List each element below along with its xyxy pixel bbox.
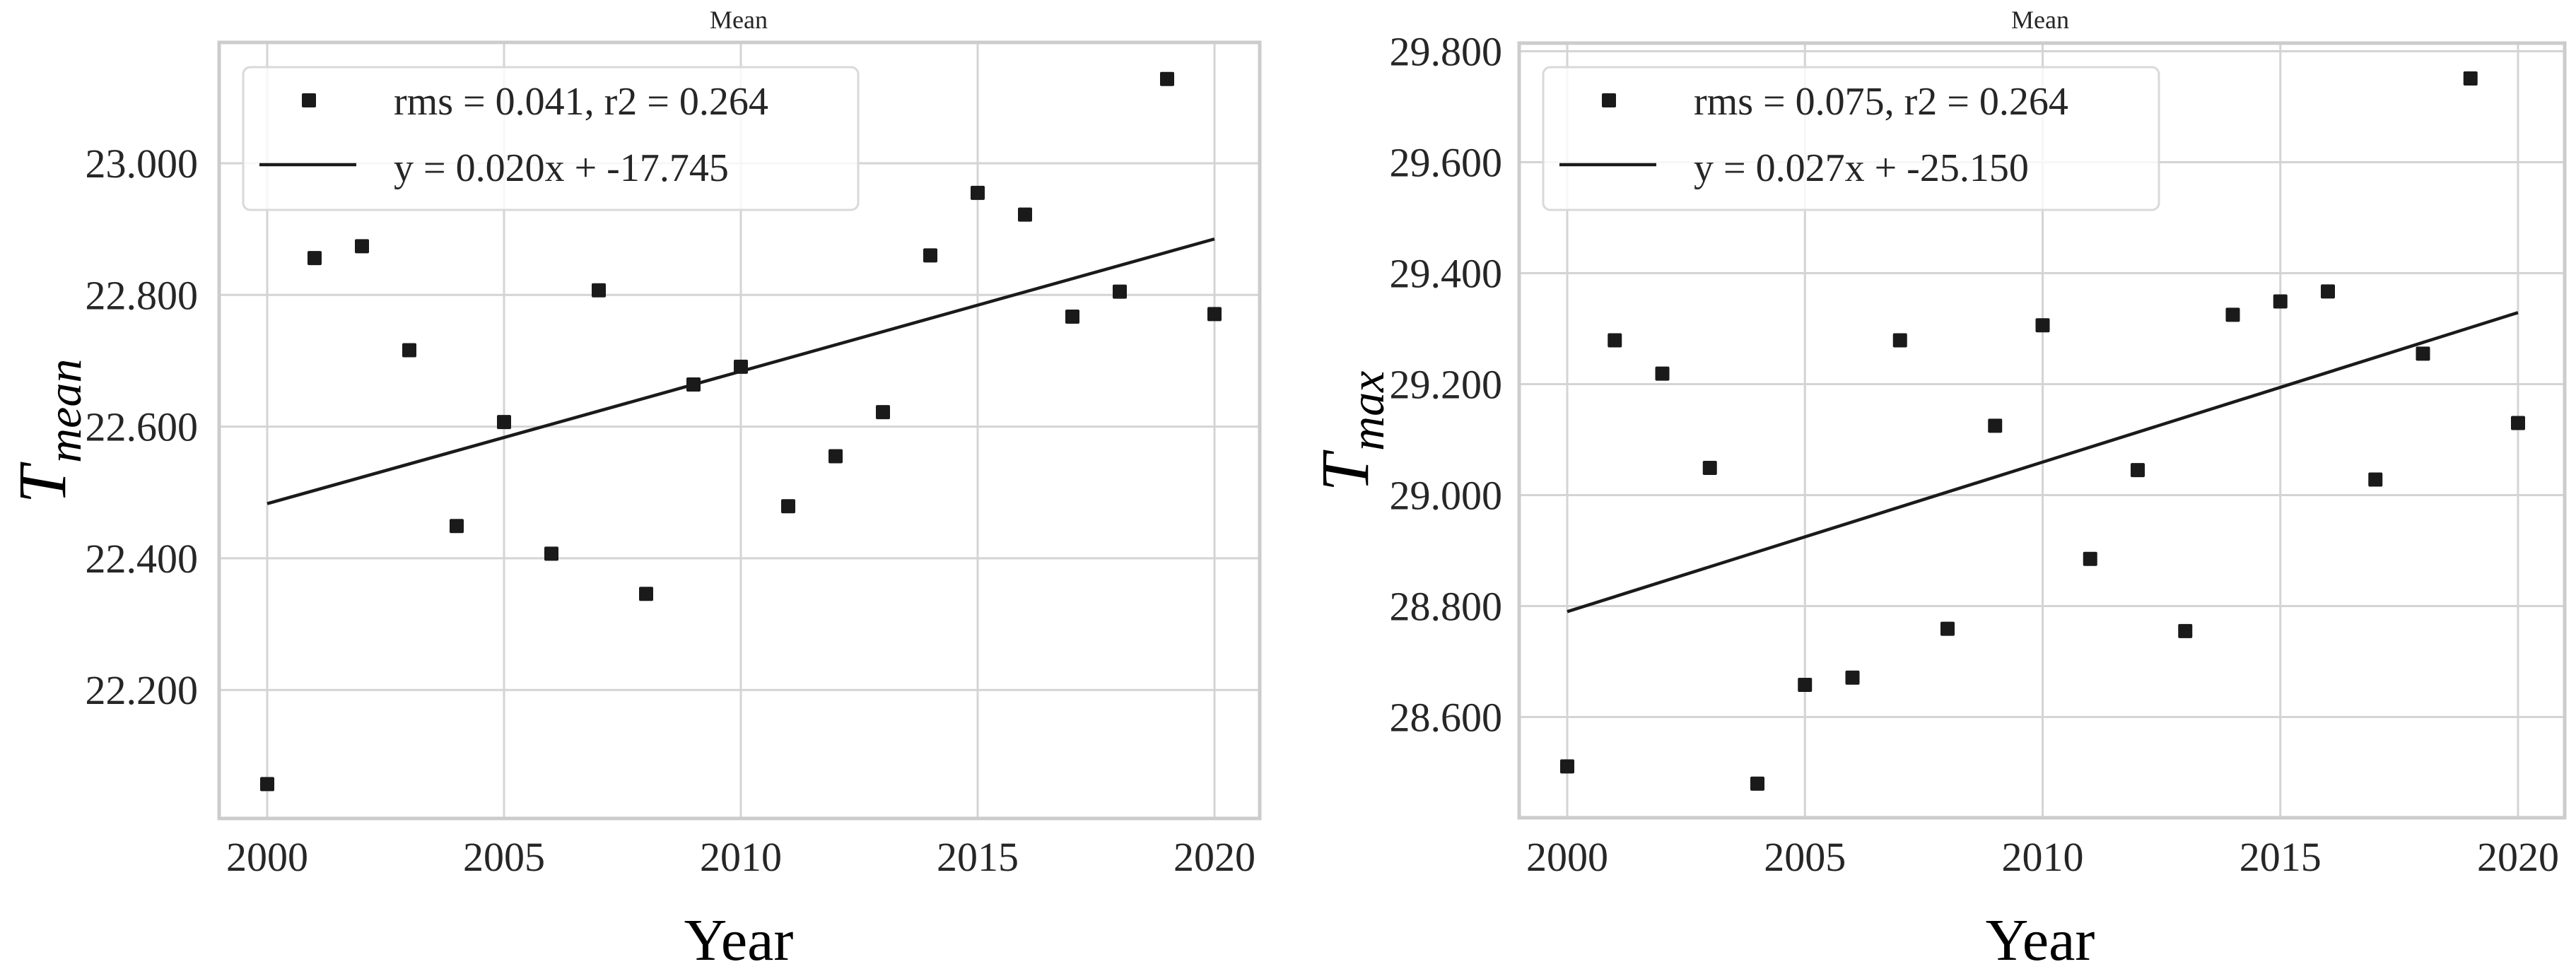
data-point-square-icon (1608, 333, 1622, 348)
legend-square-marker-icon (302, 93, 316, 107)
y-tick-label: 22.600 (86, 404, 199, 450)
data-point-square-icon (1940, 621, 1955, 636)
legend-box (242, 66, 860, 211)
data-point-square-icon (2273, 294, 2288, 309)
y-tick-label: 29.400 (1390, 251, 1503, 297)
legend-label-stats: rms = 0.041, r2 = 0.264 (394, 80, 768, 124)
data-point-square-icon (876, 405, 890, 420)
data-point-square-icon (2035, 318, 2050, 333)
legend-label-fit: y = 0.020x + -17.745 (394, 146, 729, 190)
x-tick-label: 2010 (2002, 834, 2084, 880)
data-point-square-icon (2225, 307, 2240, 322)
y-tick-labels: 22.200 22.400 22.600 22.800 23.000 (86, 141, 199, 713)
data-markers (1560, 71, 2525, 791)
data-point-square-icon (686, 377, 701, 392)
data-point-square-icon (781, 499, 795, 514)
data-point-square-icon (355, 239, 369, 254)
data-point-square-icon (1065, 310, 1079, 324)
chart-panel-tmean: Mean rms = 0.041, r2 = 0.264 y = 0.020x … (4, 6, 1262, 969)
data-point-square-icon (497, 415, 511, 430)
fit-line (1567, 311, 2519, 613)
x-tick-labels: 2000 2005 2010 2015 2020 (226, 834, 1255, 880)
y-axis-label-main: T (1307, 449, 1383, 491)
data-point-square-icon (1750, 776, 1764, 791)
y-axis-label-subscript: max (1340, 371, 1394, 451)
data-point-square-icon (2131, 463, 2145, 478)
x-tick-label: 2020 (1173, 834, 1255, 880)
legend: rms = 0.041, r2 = 0.264 y = 0.020x + -17… (242, 66, 860, 211)
y-axis-label-main: T (4, 461, 80, 503)
x-tick-label: 2005 (463, 834, 545, 880)
data-point-square-icon (1207, 307, 1222, 322)
data-point-square-icon (1988, 418, 2003, 433)
y-tick-label: 29.000 (1390, 473, 1503, 519)
legend-box (1542, 66, 2160, 211)
y-tick-label: 29.200 (1390, 362, 1503, 408)
axes-frame (1517, 41, 2567, 820)
axes-frame (217, 40, 1262, 821)
legend-label-stats: rms = 0.075, r2 = 0.264 (1694, 80, 2068, 124)
data-point-square-icon (2178, 623, 2193, 638)
data-point-square-icon (1702, 461, 1717, 476)
data-markers (260, 71, 1222, 792)
data-point-square-icon (308, 251, 322, 266)
data-point-square-icon (544, 546, 558, 561)
x-axis-label: Year (684, 908, 794, 966)
data-point-square-icon (2321, 284, 2335, 299)
x-tick-label: 2020 (2477, 834, 2559, 880)
y-axis-label: Tmax (1307, 371, 1394, 492)
data-point-square-icon (1160, 71, 1174, 86)
y-tick-label: 29.800 (1390, 29, 1503, 75)
x-tick-labels: 2000 2005 2010 2015 2020 (1526, 834, 2559, 880)
y-tick-label: 22.800 (86, 272, 199, 318)
chart-panel-tmax: Mean rms = 0.075, r2 = 0.264 y = 0.027x … (1307, 6, 2567, 969)
data-point-square-icon (450, 519, 464, 534)
data-point-square-icon (2083, 551, 2097, 566)
panel-title: Mean (2011, 6, 2069, 34)
data-point-square-icon (971, 185, 985, 200)
data-point-square-icon (2511, 416, 2525, 430)
data-point-square-icon (829, 449, 843, 464)
data-point-square-icon (2368, 472, 2383, 487)
data-point-square-icon (734, 359, 748, 374)
data-point-square-icon (592, 283, 606, 298)
y-tick-label: 22.200 (86, 667, 199, 713)
y-tick-label: 29.600 (1390, 140, 1503, 186)
x-tick-label: 2000 (226, 834, 308, 880)
legend: rms = 0.075, r2 = 0.264 y = 0.027x + -25… (1542, 66, 2160, 211)
data-point-square-icon (1892, 333, 1907, 348)
y-tick-label: 28.800 (1390, 584, 1503, 630)
x-tick-label: 2005 (1764, 834, 1846, 880)
y-tick-label: 28.600 (1390, 695, 1503, 741)
y-axis-label-subscript: mean (37, 359, 91, 463)
panel-title: Mean (710, 6, 768, 34)
regression-line (1567, 311, 2519, 613)
x-axis-label: Year (1986, 908, 2095, 966)
y-tick-labels: 28.600 28.800 29.000 29.200 29.400 29.600 29.8… (1390, 29, 1503, 741)
data-point-square-icon (2416, 346, 2430, 361)
data-point-square-icon (402, 343, 416, 358)
y-tick-label: 22.400 (86, 536, 199, 582)
data-point-square-icon (1655, 366, 1670, 381)
x-tick-label: 2000 (1526, 834, 1608, 880)
data-point-square-icon (639, 587, 653, 601)
x-tick-label: 2015 (937, 834, 1019, 880)
legend-label-fit: y = 0.027x + -25.150 (1694, 146, 2029, 190)
legend-square-marker-icon (1602, 93, 1616, 107)
data-point-square-icon (923, 248, 937, 263)
y-tick-label: 23.000 (86, 141, 199, 187)
data-point-square-icon (1845, 670, 1860, 685)
data-point-square-icon (260, 777, 274, 792)
data-point-square-icon (1018, 207, 1032, 222)
y-axis-label: Tmean (4, 359, 91, 504)
gridlines (1519, 43, 2565, 818)
x-tick-label: 2010 (700, 834, 782, 880)
data-point-square-icon (1113, 284, 1127, 299)
data-point-square-icon (1560, 759, 1574, 774)
data-point-square-icon (1798, 677, 1813, 692)
data-point-square-icon (2463, 71, 2478, 86)
x-tick-label: 2015 (2240, 834, 2322, 880)
